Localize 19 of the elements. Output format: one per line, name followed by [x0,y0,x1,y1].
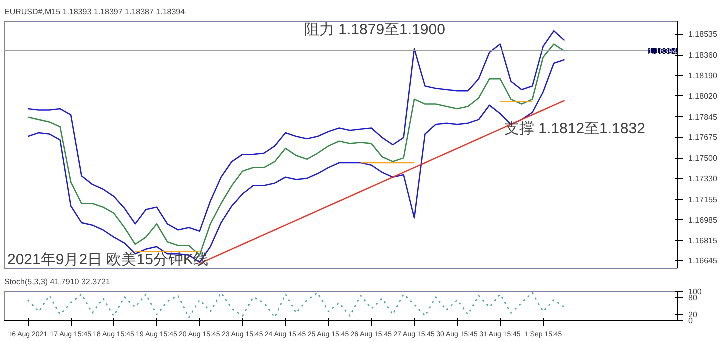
y-tick-label: 1.18535 [688,30,718,40]
annotation: 阻力 1.1879至1.1900 [304,22,446,38]
y-tick-label: 1.18360 [688,51,718,60]
y-tick-label: 1.18190 [688,71,718,80]
annotation: 支撑 1.1812至1.1832 [504,120,646,138]
chart-title: Stoch(5,3,3) 41.7910 32.3721 [4,278,111,286]
y-tick-label: 1.17675 [688,133,718,142]
y-tick-label: 1.17330 [688,174,718,184]
y-tick-label: 1.17500 [688,154,718,164]
y-tick-label: 1.18020 [688,92,718,101]
y-tick-label: 1.17845 [688,112,718,122]
chart-title: EURUSD#,M15 1.18393 1.18397 1.18387 1.18394 [4,8,186,16]
ref-line-label: 1.18394 [648,46,678,56]
line-series [27,292,566,318]
y-tick-label: 0 [688,316,694,326]
y-tick-label: 1.16645 [688,256,718,266]
y-tick-label: 1.16985 [688,216,718,225]
y-tick-label: 1.16815 [688,236,718,246]
y-tick-label: 1.17155 [688,196,718,205]
